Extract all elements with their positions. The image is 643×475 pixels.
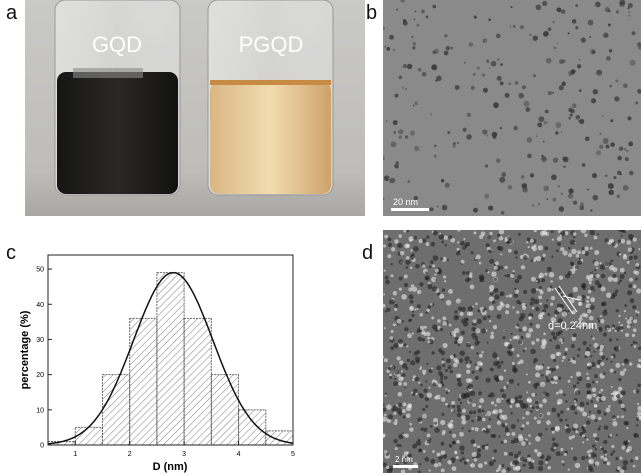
scale-bar: [393, 465, 418, 468]
lattice-spacing-annotation: d=0.24nm: [548, 320, 597, 332]
panel-label-c: c: [6, 242, 16, 264]
histogram-bar: [156, 272, 185, 446]
histogram-bar: [74, 426, 103, 446]
histogram-bar: [183, 317, 212, 446]
scale-bar-label: 2 nm: [395, 455, 413, 464]
y-tick-label: 50: [36, 267, 44, 274]
gaussian-fit-curve: [47, 271, 294, 445]
x-tick-label: 3: [182, 451, 186, 458]
histogram-bar: [210, 374, 240, 446]
x-tick-label: 4: [237, 451, 241, 458]
tem-image: 20 nm: [383, 0, 641, 216]
vials-photo: GQD PGQD: [25, 0, 365, 216]
plot-frame: [47, 254, 294, 446]
vial-label-gqd: GQD: [92, 32, 142, 57]
hrtem-image: d=0.24nm 2 nm: [383, 230, 641, 473]
scale-bar-label: 20 nm: [393, 197, 418, 207]
y-tick-label: 30: [36, 337, 44, 344]
y-tick-label: 10: [36, 407, 44, 414]
y-tick-label: 20: [36, 372, 44, 379]
y-tick-label: 40: [36, 302, 44, 309]
y-tick-label: 0: [40, 443, 44, 450]
panel-label-b: b: [366, 2, 378, 24]
x-tick-label: 5: [291, 451, 295, 458]
panel-label-a: a: [6, 2, 18, 24]
x-tick-label: 2: [128, 451, 132, 458]
panel-label-d: d: [362, 242, 374, 264]
x-axis-label: D (nm): [153, 461, 188, 473]
histogram-bar: [238, 409, 267, 446]
scale-bar: [391, 208, 429, 211]
histogram-bar: [129, 317, 158, 446]
vial-label-pgqd: PGQD: [239, 32, 304, 57]
y-axis-label: percentage (%): [19, 310, 31, 389]
x-tick-label: 1: [73, 451, 77, 458]
